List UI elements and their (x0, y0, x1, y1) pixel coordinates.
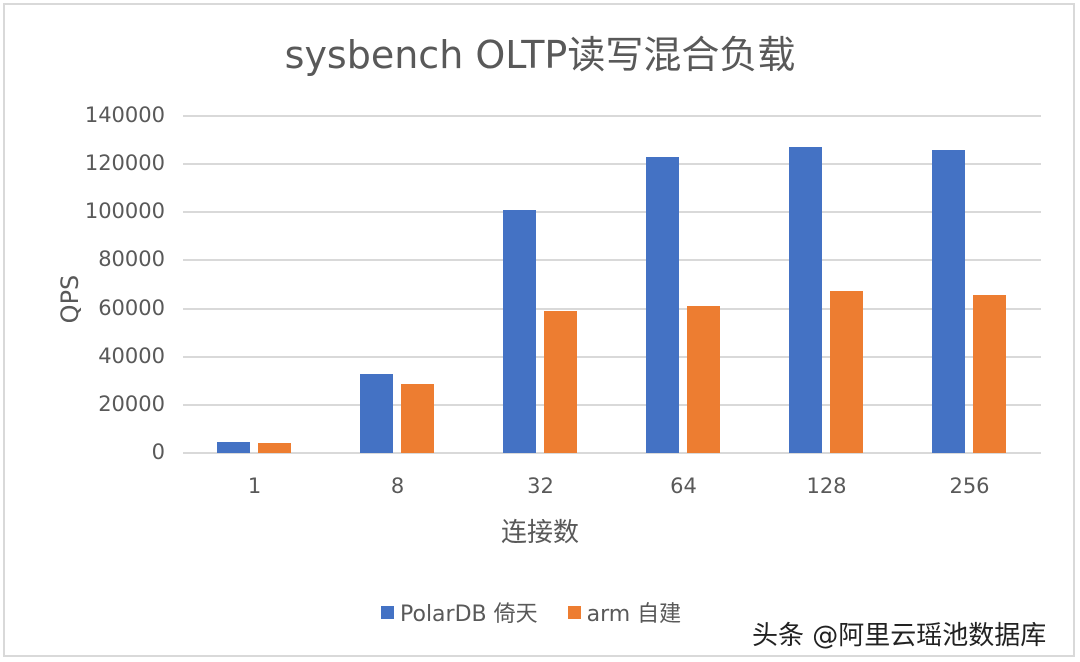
bar-polardb-32 (502, 209, 536, 453)
x-tick-label: 128 (806, 474, 847, 498)
y-tick-label: 100000 (84, 199, 165, 224)
x-tick-label: 1 (247, 474, 262, 498)
legend-item: arm 自建 (567, 596, 682, 628)
legend: PolarDB 倚天 arm 自建 (381, 596, 711, 628)
bar-polardb-1 (216, 442, 250, 453)
bar-polardb-64 (645, 156, 679, 453)
gridline (183, 452, 1041, 454)
legend-item: PolarDB 倚天 (381, 596, 538, 628)
bar-arm-256 (972, 295, 1006, 453)
bar-arm-64 (686, 306, 720, 453)
legend-label: arm 自建 (586, 602, 682, 627)
x-tick-label: 8 (390, 474, 405, 498)
y-tick-label: 140000 (84, 103, 165, 127)
gridline (183, 115, 1041, 117)
gridline (183, 403, 1041, 406)
x-tick-label: 256 (949, 474, 990, 498)
bar-arm-32 (543, 310, 577, 453)
y-tick-label: 40000 (98, 343, 165, 368)
bar-arm-8 (400, 383, 434, 453)
x-tick-label: 64 (670, 474, 697, 498)
bar-arm-128 (829, 291, 863, 453)
bar-arm-1 (257, 442, 291, 453)
legend-swatch-icon (381, 605, 394, 619)
bar-polardb-256 (931, 149, 965, 453)
y-tick-label: 120000 (84, 151, 165, 176)
x-tick-label: 32 (527, 474, 554, 498)
legend-label: PolarDB 倚天 (400, 602, 538, 627)
chart-frame (3, 3, 1075, 657)
gridline (183, 355, 1041, 358)
bar-polardb-128 (788, 147, 822, 453)
gridline (183, 211, 1041, 214)
y-tick-label: 80000 (98, 247, 165, 272)
bar-polardb-8 (359, 373, 393, 453)
gridline (183, 307, 1041, 310)
plot-area (183, 115, 1041, 454)
y-tick-label: 20000 (98, 391, 165, 416)
y-tick-label: 60000 (98, 295, 165, 320)
gridline (183, 259, 1041, 262)
watermark: 头条 @阿里云瑶池数据库 (752, 621, 1047, 651)
x-axis-label: 连接数 (500, 518, 579, 548)
chart-title: sysbench OLTP读写混合负载 (284, 33, 796, 77)
gridline (183, 163, 1041, 166)
y-tick-label: 0 (151, 440, 165, 464)
legend-swatch-icon (567, 605, 581, 619)
